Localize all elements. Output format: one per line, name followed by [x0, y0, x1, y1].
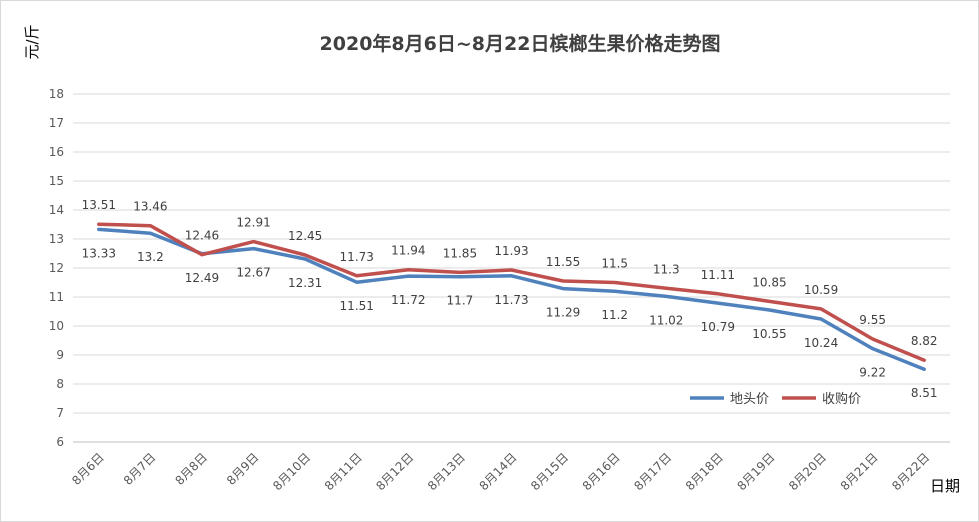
x-axis-title: 日期	[930, 477, 960, 495]
data-label: 11.7	[447, 294, 474, 308]
legend-label: 收购价	[822, 391, 861, 407]
data-label: 9.55	[859, 313, 886, 327]
data-label: 11.51	[340, 299, 374, 313]
data-label: 11.94	[391, 244, 425, 258]
data-label: 11.73	[340, 250, 374, 264]
y-tick-label: 16	[49, 145, 64, 159]
legend-label: 地头价	[730, 392, 769, 407]
data-label: 12.91	[236, 216, 270, 230]
y-tick-label: 14	[49, 203, 64, 217]
data-label: 12.49	[185, 271, 219, 285]
data-label: 13.46	[133, 200, 167, 214]
data-label: 13.51	[82, 198, 116, 212]
data-label: 12.45	[288, 229, 322, 243]
data-label: 11.5	[601, 257, 628, 271]
data-label: 10.79	[701, 320, 735, 334]
data-label: 11.73	[494, 293, 528, 307]
data-label: 10.59	[804, 283, 838, 297]
y-tick-label: 8	[56, 377, 64, 391]
data-label: 8.51	[911, 386, 938, 400]
y-tick-label: 9	[56, 348, 64, 362]
y-tick-label: 13	[49, 232, 64, 246]
y-axis-title: 元/斤	[23, 24, 41, 59]
data-label: 11.72	[391, 293, 425, 307]
data-label: 10.85	[752, 275, 786, 289]
data-label: 8.82	[911, 334, 938, 348]
y-tick-label: 11	[49, 290, 64, 304]
y-tick-label: 12	[49, 261, 64, 275]
data-label: 10.55	[752, 327, 786, 341]
data-label: 11.02	[649, 313, 683, 327]
y-tick-label: 10	[49, 319, 64, 333]
data-label: 11.11	[701, 268, 735, 282]
data-label: 11.29	[546, 306, 580, 320]
chart-title: 2020年8月6日~8月22日槟榔生果价格走势图	[320, 32, 721, 55]
data-label: 11.2	[601, 308, 628, 322]
y-tick-label: 6	[56, 435, 64, 449]
data-label: 11.3	[653, 262, 680, 276]
data-label: 12.46	[185, 229, 219, 243]
data-label: 10.24	[804, 336, 838, 350]
y-tick-label: 17	[49, 116, 64, 130]
y-tick-label: 18	[49, 87, 64, 101]
data-label: 11.85	[443, 246, 477, 260]
data-label: 12.31	[288, 276, 322, 290]
y-tick-label: 7	[56, 406, 64, 420]
data-label: 12.67	[236, 266, 270, 280]
data-label: 13.33	[82, 246, 116, 260]
data-label: 11.93	[494, 244, 528, 258]
data-label: 9.22	[859, 366, 886, 380]
data-label: 13.2	[137, 250, 164, 264]
y-tick-label: 15	[49, 174, 64, 188]
data-label: 11.55	[546, 255, 580, 269]
